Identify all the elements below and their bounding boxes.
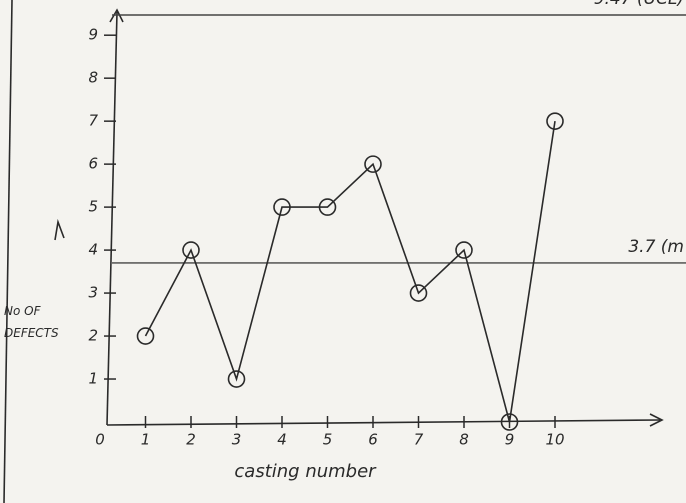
- y-tick-label: 1: [88, 370, 98, 388]
- x-tick-label: 7: [414, 431, 424, 449]
- y-tick-label: 3: [88, 284, 98, 302]
- y-tick-label: 2: [88, 327, 98, 345]
- paper-edge: [4, 0, 12, 503]
- x-tick-label: 10: [545, 431, 564, 449]
- reference-label: 3.7 (m: [628, 237, 684, 257]
- x-tick-label: 8: [459, 431, 469, 449]
- y-tick-label: 7: [88, 112, 98, 130]
- x-tick-label: 1: [141, 431, 151, 449]
- x-tick-label: 3: [232, 431, 242, 449]
- reference-label: 9.47 (UCL): [594, 0, 684, 9]
- x-tick-label: 6: [368, 431, 378, 449]
- y-axis-label: No OF DEFECTS: [4, 300, 74, 344]
- chart: casting number No OF DEFECTS 1 2 3 4 5 6 7 8 9 0 1…: [0, 0, 686, 503]
- x-tick-label: 9: [505, 431, 515, 449]
- y-label-box: No OF DEFECTS: [4, 300, 84, 360]
- y-tick-label: 5: [88, 198, 98, 216]
- y-tick-label: 8: [88, 69, 98, 87]
- y-label-arrow: [55, 222, 64, 240]
- x-axis-label: casting number: [234, 461, 377, 482]
- x-tick-label: 2: [186, 431, 196, 449]
- data-line: [146, 121, 556, 422]
- x-tick-label: 0: [95, 431, 105, 449]
- y-tick-label: 6: [88, 155, 98, 173]
- x-tick-label: 4: [277, 431, 287, 449]
- y-tick-label: 9: [88, 26, 98, 44]
- x-tick-label: 5: [323, 431, 333, 449]
- page: casting number No OF DEFECTS 1 2 3 4 5 6 7 8 9 0 1…: [0, 0, 686, 503]
- y-tick-label: 4: [88, 241, 98, 259]
- x-axis: [107, 420, 660, 425]
- y-axis: [107, 12, 117, 425]
